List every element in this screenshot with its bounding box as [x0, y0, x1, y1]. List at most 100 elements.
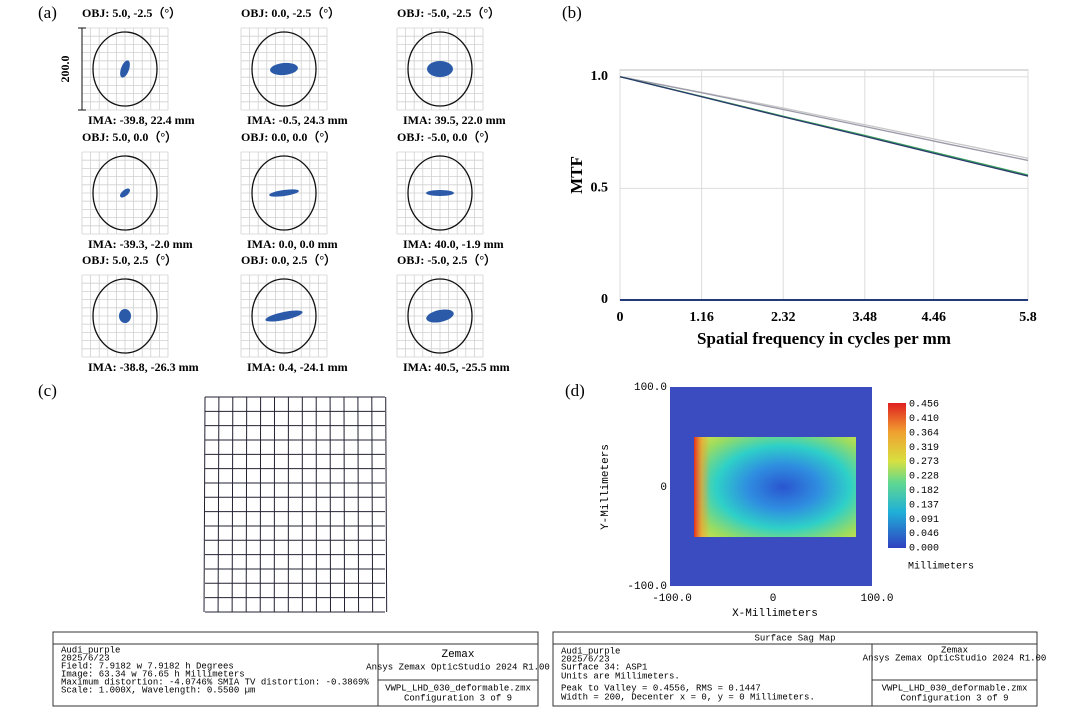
distortion-line: [203, 396, 206, 613]
colorbar-label: 0.364: [909, 428, 939, 439]
footer-line: 2025/6/23: [561, 654, 610, 664]
scale-label: 200.0: [58, 56, 72, 83]
x-tick-label: 1.16: [689, 310, 714, 325]
distortion-line: [357, 396, 360, 613]
colorbar-label: 0.182: [909, 486, 939, 497]
spot-diagrams: OBJ: 5.0, -2.5（°） IMA: -39.8, 22.4 mm OBJ:…: [58, 5, 510, 374]
airy-circle: [407, 155, 473, 231]
footer-file: VWPL_LHD_030_deformable.zmx: [385, 683, 531, 693]
ima-label: IMA: -39.8, 22.4 mm: [88, 113, 195, 127]
spot: [120, 188, 130, 198]
distortion-line: [217, 396, 220, 613]
footer-line: Surface 34: ASP1: [561, 662, 647, 672]
spot: [120, 60, 130, 78]
footer-line: Peak to Valley = 0.4556, RMS = 0.1447: [561, 683, 761, 693]
footer-file: VWPL_LHD_030_deformable.zmx: [882, 683, 1028, 693]
obj-label: OBJ: -5.0, 0.0（°）: [397, 129, 496, 144]
x-tick-label: 2.32: [771, 310, 796, 325]
sag-field: [694, 437, 856, 537]
sag-edge: [694, 437, 710, 537]
obj-label: OBJ: 0.0, 0.0（°）: [241, 129, 336, 144]
footer-title: Surface Sag Map: [754, 633, 835, 643]
mtf-line: [619, 76, 1029, 162]
y-tick-label: 0: [660, 482, 667, 494]
airy-circle: [251, 31, 317, 107]
ima-label: IMA: -0.5, 24.3 mm: [247, 113, 348, 127]
colorbar: [888, 403, 906, 548]
colorbar-label: 0.046: [909, 529, 939, 540]
spot: [270, 62, 298, 76]
footer-config: Configuration 3 of 9: [900, 693, 1008, 703]
footer-line: Audi_purple: [561, 646, 620, 656]
footer-box: [52, 631, 539, 707]
footer-line: Audi_purple: [61, 645, 120, 655]
sag-map: 100.0 0 -100.0-100.0 0 100.0 X-Millimeters Y-M…: [552, 382, 1047, 707]
footer-line: Units are Millimeters.: [561, 671, 680, 681]
airy-circle: [251, 155, 317, 231]
footer-config: Configuration 3 of 9: [404, 693, 512, 703]
obj-label: OBJ: 0.0, 2.5（°）: [241, 252, 336, 267]
panel-label: (b): [562, 3, 582, 22]
x-tick-label: 100.0: [860, 593, 893, 605]
panel-label: (a): [38, 3, 57, 22]
airy-circle: [251, 278, 317, 354]
footer-line: Image: 63.34 w 76.65 h Millimeters: [61, 669, 245, 679]
x-axis-label: Spatial frequency in cycles per mm: [697, 329, 951, 348]
footer-line: 2025/6/23: [61, 653, 110, 663]
distortion-line: [343, 396, 346, 613]
panel-label: (c): [38, 381, 57, 400]
footer-line: Scale: 1.000X, Wavelength: 0.5500 µm: [61, 685, 255, 695]
airy-circle: [92, 278, 158, 354]
footer-line: Maximum distortion: -4.0746% SMIA TV dis…: [61, 677, 369, 687]
spot: [426, 309, 454, 323]
airy-circle: [92, 31, 158, 107]
ima-label: IMA: 40.5, -25.5 mm: [403, 360, 510, 374]
airy-circle: [407, 31, 473, 107]
y-axis-label: Y-Millimeters: [600, 444, 612, 530]
y-tick-label: 1.0: [591, 69, 609, 84]
ima-label: IMA: -38.8, -26.3 mm: [88, 360, 199, 374]
colorbar-label: 0.273: [909, 457, 939, 468]
footer-brand: Zemax: [441, 649, 474, 661]
spot: [427, 61, 453, 77]
y-tick-label: 0.5: [591, 181, 609, 196]
obj-label: OBJ: -5.0, -2.5（°）: [397, 5, 500, 20]
ima-label: IMA: -39.3, -2.0 mm: [88, 237, 193, 251]
colorbar-label: 0.456: [909, 400, 939, 411]
mtf-chart: 0 0.5 1.0 0 1.16 2.32 3.48 4.46 5.8 Spatial frequ…: [567, 69, 1037, 348]
colorbar-label: 0.137: [909, 500, 939, 511]
spot: [426, 190, 454, 196]
obj-label: OBJ: 5.0, -2.5（°）: [82, 5, 181, 20]
airy-circle: [407, 278, 473, 354]
ima-label: IMA: 39.5, 22.0 mm: [403, 113, 506, 127]
colorbar-unit: Millimeters: [908, 561, 974, 573]
x-tick-label: 3.48: [853, 310, 878, 325]
ima-label: IMA: 40.0, -1.9 mm: [403, 237, 504, 251]
spot: [265, 310, 303, 322]
distortion-line: [245, 396, 248, 613]
airy-circle: [92, 155, 158, 231]
x-tick-label: 5.8: [1019, 310, 1037, 325]
x-tick-label: -100.0: [652, 593, 692, 605]
colorbar-label: 0.000: [909, 544, 939, 555]
footer-product: Ansys Zemax OpticStudio 2024 R1.00: [863, 653, 1047, 663]
obj-label: OBJ: 5.0, 0.0（°）: [82, 129, 177, 144]
x-tick-label: 0: [617, 310, 624, 325]
footer-product: Ansys Zemax OpticStudio 2024 R1.00: [366, 662, 550, 672]
footer-box: [552, 631, 1038, 707]
obj-label: OBJ: 5.0, 2.5（°）: [82, 252, 177, 267]
colorbar-label: 0.319: [909, 443, 939, 454]
colorbar-label: 0.091: [909, 515, 939, 526]
panel-label: (d): [565, 381, 585, 400]
footer-line: Width = 200, Decenter x = 0, y = 0 Milli…: [561, 692, 815, 702]
y-axis-label: MTF: [567, 156, 586, 194]
distortion-line: [371, 396, 374, 613]
x-tick-label: 0: [770, 593, 777, 605]
ima-label: IMA: 0.4, -24.1 mm: [247, 360, 348, 374]
y-tick-label: -100.0: [627, 581, 667, 593]
x-tick-label: 4.46: [921, 310, 946, 325]
ima-label: IMA: 0.0, 0.0 mm: [247, 237, 338, 251]
mtf-line: [619, 76, 1029, 177]
